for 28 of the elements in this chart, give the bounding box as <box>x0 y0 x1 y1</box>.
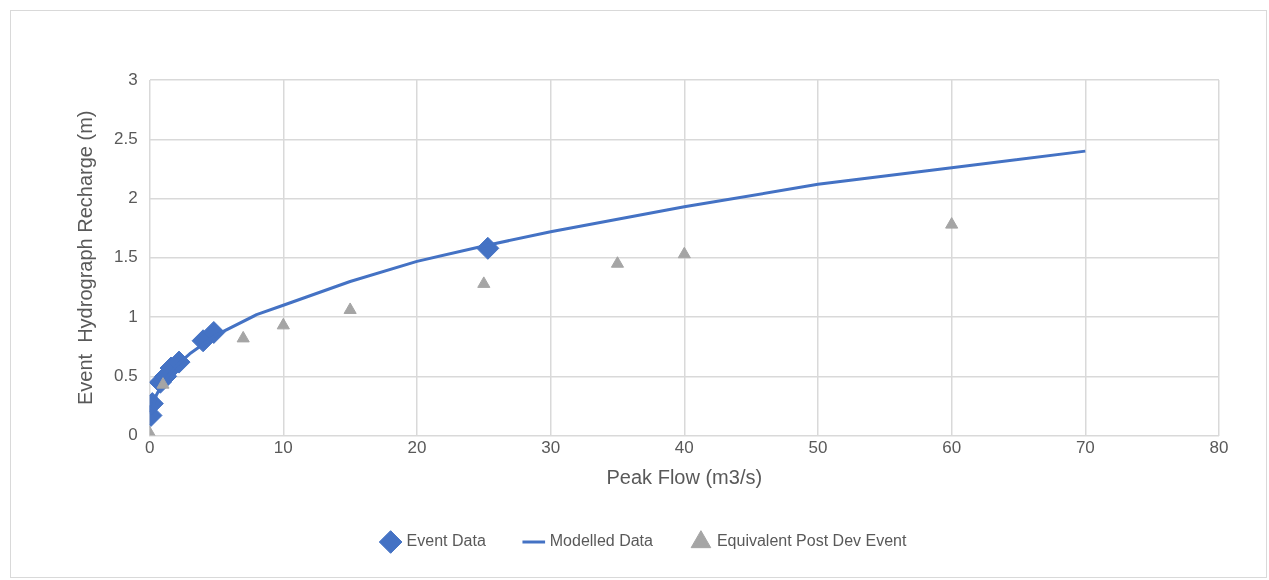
point <box>477 276 491 288</box>
x-tick-label: 30 <box>541 438 561 458</box>
point <box>945 217 959 229</box>
y-tick-label: 1.5 <box>113 247 138 267</box>
x-tick-label: 0 <box>144 438 155 458</box>
point <box>677 246 691 259</box>
y-tick-label: 1 <box>128 306 138 326</box>
x-tick-label: 50 <box>808 438 828 458</box>
y-tick-label: 2.5 <box>113 128 138 148</box>
point <box>610 256 625 268</box>
x-tick-label: 60 <box>942 438 962 458</box>
point <box>343 302 357 314</box>
x-tick-label: 40 <box>674 438 694 458</box>
y-axis-title: Event Hydrograph Recharge (m) <box>73 110 96 406</box>
legend-label: Modelled Data <box>549 532 654 550</box>
legend-label: Event Data <box>406 532 486 550</box>
x-tick-label: 70 <box>1075 438 1095 458</box>
legend-label: Equivalent Post Dev Event <box>716 532 907 550</box>
x-axis-title: Peak Flow (m3/s) <box>606 465 763 488</box>
x-tick-label: 10 <box>273 438 293 458</box>
y-tick-label: 2 <box>128 188 138 208</box>
point <box>276 317 290 330</box>
point <box>236 330 250 343</box>
y-tick-label: 0 <box>128 425 138 445</box>
y-tick-label: 0.5 <box>113 366 138 386</box>
x-tick-label: 20 <box>407 438 427 458</box>
x-tick-label: 80 <box>1209 438 1229 458</box>
y-tick-label: 3 <box>128 69 138 89</box>
